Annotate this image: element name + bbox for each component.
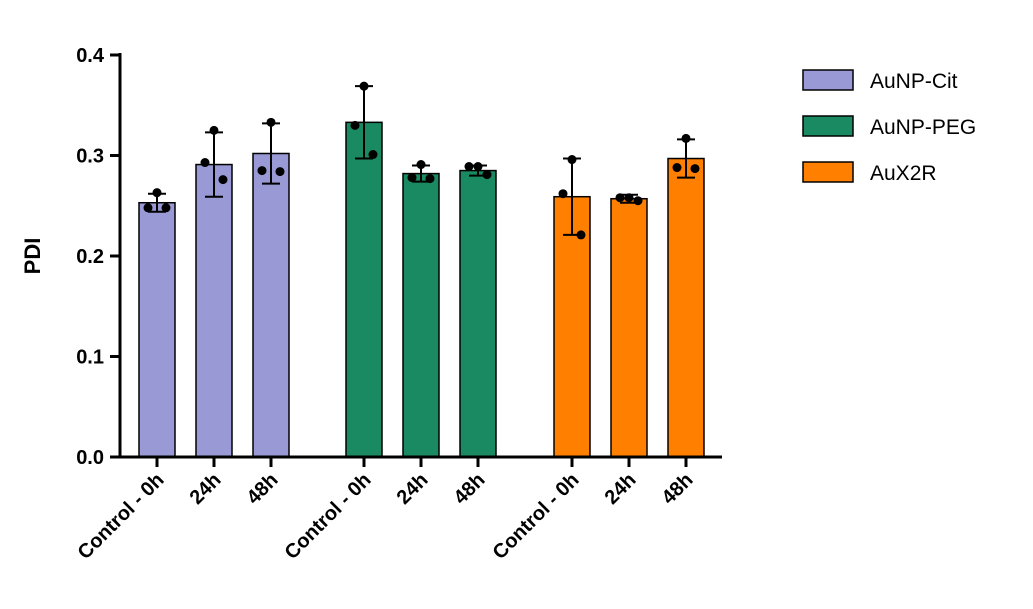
y-tick-label: 0.4 xyxy=(76,45,105,67)
bar xyxy=(195,163,233,458)
y-tick-label: 0.3 xyxy=(76,146,104,168)
data-point xyxy=(257,166,267,176)
data-point xyxy=(473,162,483,172)
legend-label: AuNP-Cit xyxy=(870,70,958,93)
y-axis: 0.0 0.1 0.2 0.3 0.4 xyxy=(76,45,122,469)
x-tick-label: Control - 0h xyxy=(489,469,584,564)
x-tick-label: 48h xyxy=(450,469,490,509)
data-point xyxy=(161,203,171,213)
data-point xyxy=(425,174,435,184)
data-point xyxy=(624,193,634,203)
legend-label: AuX2R xyxy=(870,162,937,185)
data-point xyxy=(368,149,378,159)
x-tick-label: 24h xyxy=(601,469,641,509)
bar xyxy=(459,169,497,458)
x-tick-label: 24h xyxy=(186,469,226,509)
legend-swatch xyxy=(802,115,854,137)
data-point xyxy=(464,162,474,172)
data-point xyxy=(690,164,700,174)
bar xyxy=(667,157,705,458)
data-point xyxy=(200,158,210,168)
bar xyxy=(345,121,383,458)
y-tick-label: 0.2 xyxy=(76,246,104,268)
legend: AuNP-Cit AuNP-PEG AuX2R xyxy=(802,69,976,185)
x-tick-label: Control - 0h xyxy=(281,469,376,564)
data-point xyxy=(218,175,228,185)
x-tick-label: 24h xyxy=(393,469,433,509)
data-point xyxy=(407,173,417,183)
y-tick-label: 0.1 xyxy=(76,347,104,369)
x-tick-label: 48h xyxy=(658,469,698,509)
x-tick-label: Control - 0h xyxy=(74,469,169,564)
data-point xyxy=(359,81,369,91)
bar xyxy=(610,197,648,458)
data-point xyxy=(275,167,285,177)
bar xyxy=(402,172,440,458)
data-point xyxy=(672,163,682,173)
data-point xyxy=(209,125,219,135)
legend-swatch xyxy=(802,69,854,91)
legend-label: AuNP-PEG xyxy=(870,116,976,139)
data-point xyxy=(576,230,586,240)
data-point xyxy=(350,120,360,130)
legend-swatch xyxy=(802,161,854,183)
y-tick-label: 0.0 xyxy=(76,447,104,469)
data-point xyxy=(567,155,577,165)
bar xyxy=(252,152,290,458)
y-axis-title: PDI xyxy=(20,238,45,275)
data-point xyxy=(143,203,153,213)
data-point xyxy=(416,160,426,170)
x-tick-label: 48h xyxy=(243,469,283,509)
data-point xyxy=(266,117,276,127)
data-point xyxy=(152,188,162,198)
bar xyxy=(138,201,176,458)
data-point xyxy=(681,133,691,143)
data-point xyxy=(558,189,568,199)
data-point xyxy=(615,193,625,203)
plot-area xyxy=(138,81,705,458)
data-point xyxy=(482,170,492,180)
data-point xyxy=(633,196,643,206)
